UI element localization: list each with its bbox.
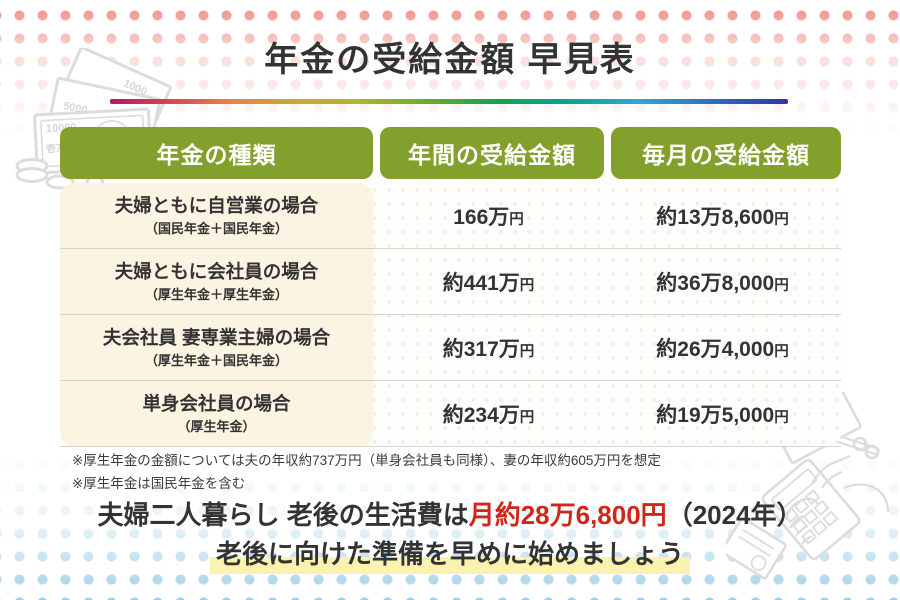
monthly-value: 約36万8,000 xyxy=(656,271,775,295)
header-monthly-amount: 毎月の受給金額 xyxy=(611,127,841,179)
pension-table: 年金の種類 年間の受給金額 毎月の受給金額 夫婦ともに自営業の場合 （国民年金＋… xyxy=(60,127,841,447)
annual-unit: 円 xyxy=(509,211,524,228)
table-row: 夫婦ともに自営業の場合 （国民年金＋国民年金） 166万円 約13万8,600円 xyxy=(60,183,841,249)
annual-value: 約234万 xyxy=(442,403,520,427)
living-cost-amount: 月約28万6,800円 xyxy=(468,500,667,530)
table-header-row: 年金の種類 年間の受給金額 毎月の受給金額 xyxy=(60,127,841,179)
living-cost-statement: 夫婦二人暮らし 老後の生活費は月約28万6,800円（2024年） xyxy=(0,499,900,533)
cell-monthly-amount: 約19万5,000円 xyxy=(604,381,841,446)
cell-monthly-amount: 約36万8,000円 xyxy=(604,249,841,314)
rainbow-divider xyxy=(110,99,788,104)
cell-pension-type: 夫会社員 妻専業主婦の場合 （厚生年金＋国民年金） xyxy=(60,315,373,380)
annual-value: 166万 xyxy=(453,205,510,229)
footnote-kosei-includes-kokumin: ※厚生年金は国民年金を含む xyxy=(72,475,246,491)
monthly-unit: 円 xyxy=(774,277,789,294)
call-to-action: 老後に向けた準備を早めに始めましょう xyxy=(0,538,900,574)
svg-text:5000: 5000 xyxy=(62,100,88,117)
monthly-unit: 円 xyxy=(774,409,789,426)
pension-type-label: 夫会社員 妻専業主婦の場合 xyxy=(102,326,331,348)
cell-annual-amount: 約317万円 xyxy=(373,315,604,380)
cell-monthly-amount: 約26万4,000円 xyxy=(604,315,841,380)
cell-pension-type: 夫婦ともに会社員の場合 （厚生年金＋厚生年金） xyxy=(60,249,373,314)
cell-annual-amount: 約234万円 xyxy=(373,381,604,446)
pension-type-detail: （厚生年金＋国民年金） xyxy=(144,353,288,369)
annual-unit: 円 xyxy=(519,277,535,294)
living-cost-year: （2024年） xyxy=(666,500,803,530)
monthly-value: 約26万4,000 xyxy=(656,337,775,361)
cell-monthly-amount: 約13万8,600円 xyxy=(604,183,841,248)
pension-type-detail: （厚生年金＋厚生年金） xyxy=(144,287,288,303)
cell-pension-type: 単身会社員の場合 （厚生年金） xyxy=(60,381,373,446)
table-body: 夫婦ともに自営業の場合 （国民年金＋国民年金） 166万円 約13万8,600円… xyxy=(60,183,841,447)
header-pension-type: 年金の種類 xyxy=(60,127,373,179)
table-row: 単身会社員の場合 （厚生年金） 約234万円 約19万5,000円 xyxy=(60,381,841,447)
living-cost-prefix: 夫婦二人暮らし 老後の生活費は xyxy=(97,500,469,530)
pension-type-label: 単身会社員の場合 xyxy=(142,392,291,414)
cell-pension-type: 夫婦ともに自営業の場合 （国民年金＋国民年金） xyxy=(60,183,373,248)
monthly-unit: 円 xyxy=(774,343,789,360)
annual-value: 約317万 xyxy=(442,337,520,361)
footnotes: ※厚生年金の金額については夫の年収約737万円（単身会社員も同様）、妻の年収約6… xyxy=(72,450,661,496)
call-to-action-text: 老後に向けた準備を早めに始めましょう xyxy=(209,538,690,574)
polka-dots-bottom-decoration xyxy=(0,435,900,600)
page-title: 年金の受給金額 早見表 xyxy=(264,41,636,79)
cell-annual-amount: 166万円 xyxy=(373,183,604,248)
summary-message: 夫婦二人暮らし 老後の生活費は月約28万6,800円（2024年） 老後に向けた… xyxy=(0,499,900,574)
monthly-unit: 円 xyxy=(774,211,789,228)
monthly-value: 約19万5,000 xyxy=(656,403,775,427)
pension-type-label: 夫婦ともに自営業の場合 xyxy=(114,194,319,216)
table-row: 夫会社員 妻専業主婦の場合 （厚生年金＋国民年金） 約317万円 約26万4,0… xyxy=(60,315,841,381)
annual-unit: 円 xyxy=(519,409,535,426)
header-annual-amount: 年間の受給金額 xyxy=(380,127,604,179)
monthly-value: 約13万8,600 xyxy=(656,205,775,229)
cell-annual-amount: 約441万円 xyxy=(373,249,604,314)
pension-type-detail: （厚生年金） xyxy=(177,419,256,435)
pension-type-detail: （国民年金＋国民年金） xyxy=(144,221,288,237)
type-column-background xyxy=(60,183,373,447)
annual-value: 約441万 xyxy=(442,271,520,295)
footnote-income-assumption: ※厚生年金の金額については夫の年収約737万円（単身会社員も同様）、妻の年収約6… xyxy=(72,453,661,468)
pension-type-label: 夫婦ともに会社員の場合 xyxy=(114,260,319,282)
table-row: 夫婦ともに会社員の場合 （厚生年金＋厚生年金） 約441万円 約36万8,000… xyxy=(60,249,841,315)
annual-unit: 円 xyxy=(519,343,535,360)
